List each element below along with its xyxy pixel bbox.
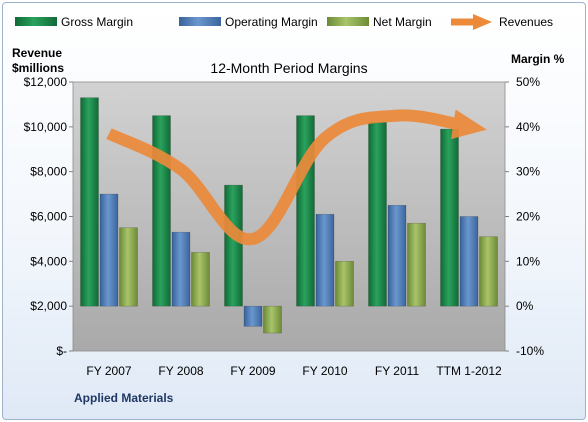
right-axis-title: Margin % <box>511 52 565 66</box>
legend-swatch-gross-margin <box>15 17 57 26</box>
bar-operating-margin-fy-2011[interactable] <box>387 204 407 307</box>
category-label-fy-2008: FY 2008 <box>158 364 203 378</box>
right-axis: -10% 0% 10% 20% 30% 40% 50% <box>505 75 544 358</box>
left-tick-label: $12,000 <box>24 75 68 89</box>
legend-arrow-icon <box>473 14 492 30</box>
bar-net-margin-fy-2011[interactable] <box>407 222 426 307</box>
left-tick-label: $6,000 <box>30 210 67 224</box>
bar-operating-margin-fy-2009[interactable] <box>243 305 263 327</box>
left-axis-title-line2: $millions <box>12 61 64 75</box>
bar-net-margin-fy-2010[interactable] <box>335 261 354 307</box>
bar-net-margin-fy-2007[interactable] <box>119 227 138 307</box>
bar-operating-margin-fy-2007[interactable] <box>99 193 119 307</box>
left-axis: $- $2,000 $4,000 $6,000 $8,000 $10,000 $12,000 <box>24 75 73 358</box>
bar-operating-margin-fy-2010[interactable] <box>315 213 335 307</box>
margins-chart: Gross Margin Operating Margin Net Margin… <box>12 14 565 405</box>
bar-gross-margin-fy-2009[interactable] <box>224 184 243 307</box>
legend-label-net-margin: Net Margin <box>373 15 432 29</box>
bar-net-margin-fy-2009[interactable] <box>263 305 282 334</box>
revenues-line-layer <box>106 109 487 245</box>
plot-area <box>72 81 506 352</box>
left-tick-label: $8,000 <box>30 165 67 179</box>
right-tick-label: 20% <box>516 210 540 224</box>
right-tick-label: 50% <box>516 75 540 89</box>
bar-operating-margin-ttm-1-2012[interactable] <box>459 216 479 307</box>
revenues-line[interactable] <box>106 109 487 245</box>
bar-gross-margin-fy-2011[interactable] <box>368 122 387 307</box>
legend-label-gross-margin: Gross Margin <box>61 15 133 29</box>
right-tick-label: 0% <box>516 299 534 313</box>
category-axis: FY 2007 FY 2008 FY 2009 FY 2010 FY 2011 TTM 1… <box>86 364 502 378</box>
right-tick-label: 10% <box>516 254 540 268</box>
legend-swatch-operating-margin <box>179 17 221 26</box>
legend-item-gross-margin[interactable]: Gross Margin <box>15 15 133 29</box>
category-label-ttm-1-2012: TTM 1-2012 <box>436 364 502 378</box>
right-tick-label: -10% <box>516 344 544 358</box>
legend-item-operating-margin[interactable]: Operating Margin <box>179 15 318 29</box>
left-tick-label: $4,000 <box>30 254 67 268</box>
legend-label-operating-margin: Operating Margin <box>225 15 318 29</box>
category-label-fy-2007: FY 2007 <box>86 364 131 378</box>
left-tick-label: $2,000 <box>30 299 67 313</box>
left-tick-label: $10,000 <box>24 120 68 134</box>
category-label-fy-2010: FY 2010 <box>302 364 347 378</box>
bar-gross-margin-fy-2007[interactable] <box>80 97 99 307</box>
right-tick-label: 40% <box>516 120 540 134</box>
bar-net-margin-fy-2008[interactable] <box>191 252 210 307</box>
left-tick-label: $- <box>56 344 67 358</box>
category-label-fy-2011: FY 2011 <box>375 364 420 378</box>
legend-item-net-margin[interactable]: Net Margin <box>327 15 432 29</box>
category-label-fy-2009: FY 2009 <box>230 364 275 378</box>
bar-gross-margin-fy-2008[interactable] <box>152 115 171 307</box>
legend-item-revenues[interactable]: Revenues <box>451 14 553 30</box>
bar-net-margin-ttm-1-2012[interactable] <box>479 236 498 307</box>
legend-swatch-net-margin <box>327 17 369 26</box>
bar-operating-margin-fy-2008[interactable] <box>171 231 191 307</box>
company-name: Applied Materials <box>74 391 174 405</box>
left-axis-title-line1: Revenue <box>12 46 62 60</box>
legend: Gross Margin Operating Margin Net Margin… <box>15 14 553 30</box>
legend-label-revenues: Revenues <box>499 15 553 29</box>
chart-title: 12-Month Period Margins <box>210 60 367 76</box>
bar-gross-margin-ttm-1-2012[interactable] <box>440 128 459 307</box>
right-tick-label: 30% <box>516 165 540 179</box>
